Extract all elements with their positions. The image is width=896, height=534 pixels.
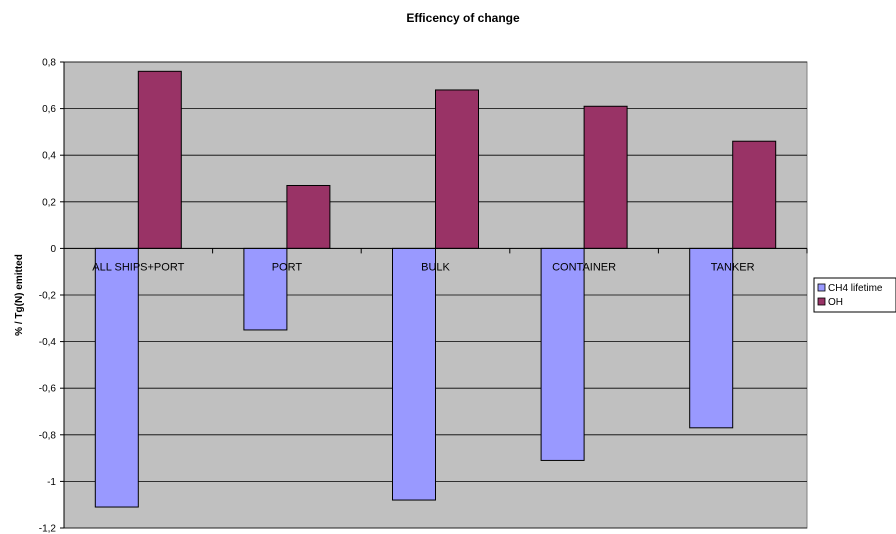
legend-label-oh: OH: [828, 297, 843, 308]
bar-ch4-1: [243, 247, 288, 331]
y-tick-label: 0,4: [42, 151, 56, 162]
y-axis-label: % / Tg(N) emitted: [14, 254, 25, 336]
y-tick-label: 0,2: [42, 197, 56, 208]
y-tick-label: 0,8: [42, 58, 56, 69]
legend-swatch-oh: [817, 297, 826, 306]
y-tick-label: -0,6: [39, 384, 57, 395]
bar-ch4-3: [540, 247, 585, 461]
category-label: BULK: [421, 261, 450, 273]
chart-title: Efficency of change: [406, 11, 520, 25]
category-label: TANKER: [711, 261, 755, 273]
category-label: PORT: [272, 261, 303, 273]
bar-ch4-2: [392, 247, 436, 501]
bar-ch4-4: [689, 247, 734, 429]
legend: CH4 lifetime OH: [813, 277, 896, 313]
legend-box: [813, 277, 896, 313]
y-tick-label: -0,2: [39, 291, 57, 302]
bar-oh-2: [435, 89, 479, 249]
bar-oh-4: [732, 140, 777, 249]
category-label: CONTAINER: [552, 261, 616, 273]
y-tick-label: 0: [50, 244, 56, 255]
bar-oh-3: [583, 105, 628, 249]
y-tick-label: -1: [47, 477, 56, 488]
bar-oh-0: [137, 70, 182, 249]
y-tick-label: -1,2: [39, 524, 57, 534]
bar-oh-1: [286, 184, 331, 249]
bar-ch4-0: [94, 247, 139, 508]
y-tick-label: 0,6: [42, 104, 56, 115]
legend-swatch-ch4: [817, 283, 826, 292]
y-tick-label: -0,8: [39, 430, 57, 441]
category-label: ALL SHIPS+PORT: [92, 261, 184, 273]
legend-label-ch4: CH4 lifetime: [828, 283, 883, 294]
y-tick-label: -0,4: [39, 337, 57, 348]
